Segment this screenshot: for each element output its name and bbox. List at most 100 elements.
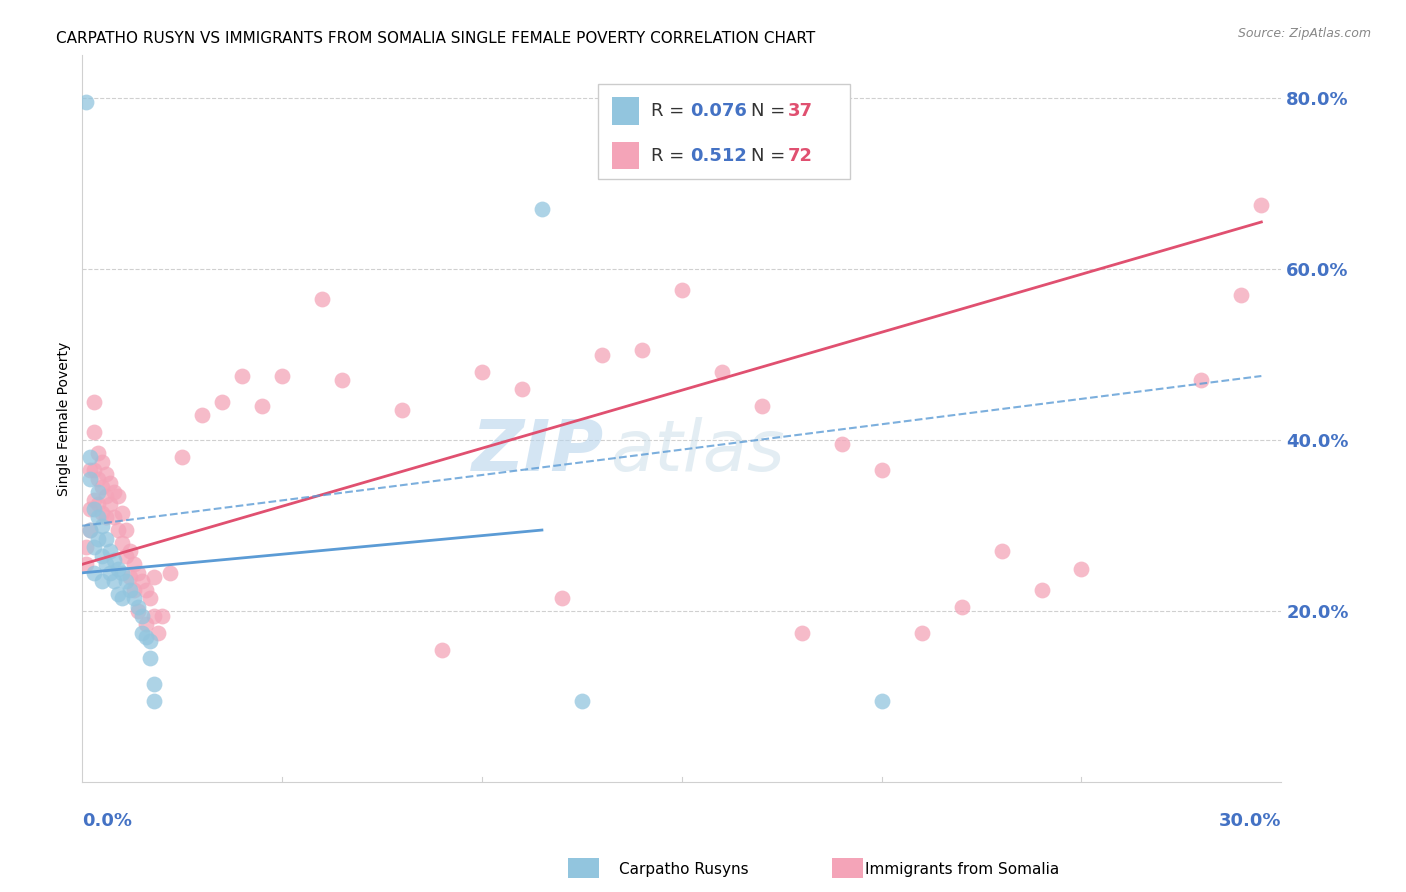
Point: [1070, 561, 1092, 575]
Point: [115, 523, 138, 537]
Point: [751, 399, 773, 413]
Point: [131, 574, 153, 589]
Point: [430, 643, 453, 657]
Point: [96, 532, 118, 546]
Point: [831, 437, 853, 451]
Point: [98, 566, 121, 580]
Point: [83, 501, 105, 516]
Point: [103, 484, 125, 499]
Point: [471, 365, 494, 379]
Point: [127, 604, 149, 618]
Point: [139, 634, 162, 648]
Point: [870, 694, 893, 708]
Point: [91, 518, 114, 533]
Point: [131, 625, 153, 640]
Point: [1189, 373, 1212, 387]
Point: [75, 95, 97, 110]
Point: [510, 382, 533, 396]
Point: [159, 566, 181, 580]
Point: [571, 694, 593, 708]
Point: [150, 608, 173, 623]
Point: [1230, 287, 1253, 301]
Point: [231, 369, 253, 384]
Point: [91, 574, 114, 589]
Point: [103, 510, 125, 524]
Point: [96, 510, 118, 524]
Point: [139, 651, 162, 665]
Point: [107, 523, 129, 537]
Point: [1250, 198, 1272, 212]
Point: [103, 553, 125, 567]
Text: R =: R =: [651, 102, 689, 120]
Point: [1031, 582, 1053, 597]
Point: [107, 489, 129, 503]
Point: [79, 523, 101, 537]
Point: [98, 544, 121, 558]
Point: [120, 544, 142, 558]
Point: [96, 489, 118, 503]
Text: Carpatho Rusyns: Carpatho Rusyns: [619, 863, 748, 877]
Point: [135, 630, 157, 644]
Point: [83, 394, 105, 409]
Point: [671, 284, 693, 298]
Point: [950, 600, 973, 615]
Point: [91, 454, 114, 468]
Point: [120, 582, 142, 597]
Point: [79, 501, 101, 516]
Bar: [612, 97, 638, 125]
Point: [127, 566, 149, 580]
Point: [910, 625, 932, 640]
Point: [91, 506, 114, 520]
Text: atlas: atlas: [610, 417, 785, 486]
Point: [79, 463, 101, 477]
Point: [91, 549, 114, 563]
Text: 0.0%: 0.0%: [83, 812, 132, 830]
Text: Source: ZipAtlas.com: Source: ZipAtlas.com: [1237, 27, 1371, 40]
Text: 30.0%: 30.0%: [1219, 812, 1281, 830]
Point: [83, 493, 105, 508]
Point: [83, 540, 105, 554]
Text: Immigrants from Somalia: Immigrants from Somalia: [865, 863, 1059, 877]
Text: 0.512: 0.512: [690, 146, 747, 164]
Point: [127, 600, 149, 615]
Point: [87, 532, 110, 546]
Text: 0.076: 0.076: [690, 102, 747, 120]
Point: [790, 625, 813, 640]
Text: N =: N =: [751, 102, 792, 120]
Point: [631, 343, 654, 358]
Text: R =: R =: [651, 146, 689, 164]
Point: [271, 369, 294, 384]
Bar: [612, 142, 638, 169]
Point: [250, 399, 273, 413]
Point: [91, 480, 114, 494]
Point: [139, 591, 162, 606]
Point: [103, 574, 125, 589]
Point: [148, 625, 170, 640]
Text: CARPATHO RUSYN VS IMMIGRANTS FROM SOMALIA SINGLE FEMALE POVERTY CORRELATION CHAR: CARPATHO RUSYN VS IMMIGRANTS FROM SOMALI…: [56, 31, 815, 46]
Y-axis label: Single Female Poverty: Single Female Poverty: [58, 342, 72, 496]
Point: [211, 394, 233, 409]
Point: [87, 446, 110, 460]
Point: [87, 510, 110, 524]
Point: [111, 591, 134, 606]
Point: [87, 472, 110, 486]
Point: [83, 425, 105, 439]
FancyBboxPatch shape: [598, 84, 849, 178]
Point: [87, 484, 110, 499]
Point: [131, 608, 153, 623]
Point: [122, 558, 145, 572]
Point: [79, 472, 101, 486]
Text: 72: 72: [787, 146, 813, 164]
Point: [83, 566, 105, 580]
Point: [107, 561, 129, 575]
Point: [75, 558, 97, 572]
Point: [135, 617, 157, 632]
Point: [143, 570, 166, 584]
Point: [79, 523, 101, 537]
Point: [172, 450, 194, 465]
Point: [98, 497, 121, 511]
Point: [96, 467, 118, 482]
Point: [311, 292, 333, 306]
Point: [330, 373, 353, 387]
Point: [591, 348, 613, 362]
